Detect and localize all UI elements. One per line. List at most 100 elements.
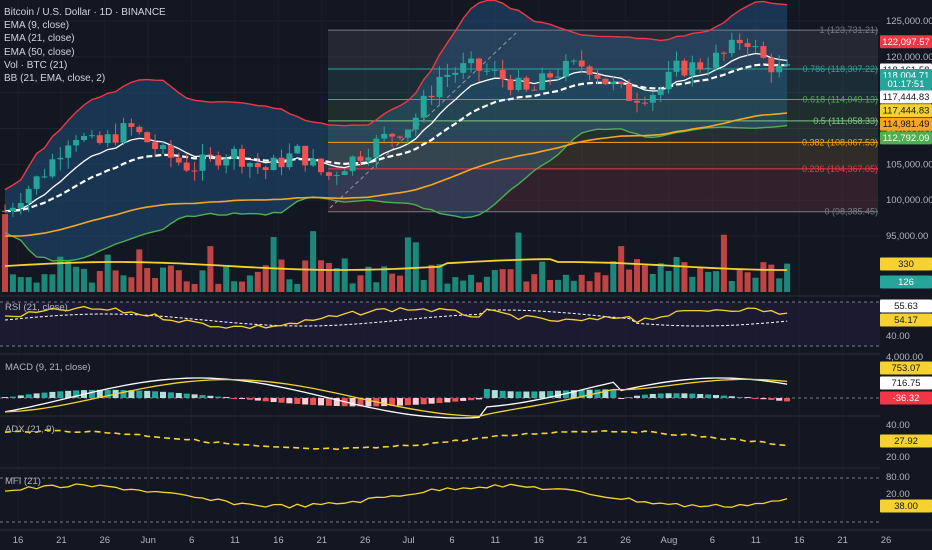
candle[interactable] <box>286 153 293 168</box>
candle[interactable] <box>689 62 696 76</box>
candle[interactable] <box>112 134 119 143</box>
price-tag[interactable] <box>880 77 932 91</box>
candle[interactable] <box>341 171 348 176</box>
candle[interactable] <box>144 132 151 143</box>
candle[interactable] <box>33 176 40 189</box>
candle[interactable] <box>373 138 380 158</box>
candle[interactable] <box>310 158 317 166</box>
candle[interactable] <box>302 145 309 166</box>
legend-ema50[interactable]: EMA (50, close) <box>4 46 75 58</box>
candle[interactable] <box>183 162 190 171</box>
macd-pane-label[interactable]: MACD (9, 21, close) <box>5 362 91 373</box>
price-tag[interactable] <box>880 117 932 131</box>
candle[interactable] <box>81 136 87 141</box>
candle[interactable] <box>752 46 759 48</box>
candle[interactable] <box>136 126 143 133</box>
adx-pane-label[interactable]: ADX (21, 9) <box>5 424 55 435</box>
candle[interactable] <box>728 39 735 54</box>
candle[interactable] <box>246 163 253 167</box>
candle[interactable] <box>17 203 24 208</box>
candle[interactable] <box>507 79 514 90</box>
candle[interactable] <box>736 39 743 44</box>
candle[interactable] <box>539 73 546 91</box>
candle[interactable] <box>476 58 482 71</box>
candle[interactable] <box>223 158 230 166</box>
candle[interactable] <box>365 157 372 161</box>
candle[interactable] <box>720 52 727 54</box>
candle[interactable] <box>705 67 712 70</box>
candle[interactable] <box>562 60 569 77</box>
candle[interactable] <box>262 167 269 171</box>
candle[interactable] <box>444 74 451 77</box>
rsi-ma-tag[interactable] <box>880 313 932 327</box>
candle[interactable] <box>626 83 633 101</box>
candle[interactable] <box>657 89 664 95</box>
candle[interactable] <box>167 145 174 158</box>
candle[interactable] <box>270 157 277 171</box>
candle[interactable] <box>673 60 680 72</box>
candle[interactable] <box>128 123 135 127</box>
candle[interactable] <box>744 43 751 47</box>
candle[interactable] <box>278 157 285 168</box>
candle[interactable] <box>594 74 601 79</box>
candle[interactable] <box>254 163 261 168</box>
candle[interactable] <box>768 57 775 73</box>
candle[interactable] <box>420 95 427 118</box>
macd-histogram-tag[interactable] <box>880 391 932 405</box>
candle[interactable] <box>523 77 530 90</box>
candle[interactable] <box>665 71 672 90</box>
adx-tag[interactable] <box>880 434 932 448</box>
candle[interactable] <box>294 145 301 154</box>
candle[interactable] <box>239 148 245 167</box>
candle[interactable] <box>175 157 182 163</box>
symbol-title[interactable]: Bitcoin / U.S. Dollar · 1D · BINANCE <box>4 7 166 18</box>
candle[interactable] <box>618 82 625 84</box>
candle[interactable] <box>397 136 403 138</box>
candle[interactable] <box>610 82 617 85</box>
candle[interactable] <box>49 159 56 177</box>
macd-tag[interactable] <box>880 376 932 390</box>
candle[interactable] <box>215 155 222 166</box>
candle[interactable] <box>499 69 506 80</box>
candle[interactable] <box>73 140 80 146</box>
candle[interactable] <box>412 117 419 130</box>
candle[interactable] <box>104 134 111 143</box>
candle[interactable] <box>483 70 490 72</box>
candle[interactable] <box>2 210 8 212</box>
legend-ema21[interactable]: EMA (21, close) <box>4 33 75 45</box>
candle[interactable] <box>578 60 585 67</box>
candle[interactable] <box>760 46 767 58</box>
candle[interactable] <box>681 60 688 76</box>
candle[interactable] <box>333 175 340 177</box>
rsi-tag[interactable] <box>880 299 932 313</box>
candle[interactable] <box>41 176 48 178</box>
candle[interactable] <box>389 133 396 137</box>
mfi-pane-label[interactable]: MFI (21) <box>5 476 41 487</box>
candle[interactable] <box>586 66 593 75</box>
legend-ema9[interactable]: EMA (9, close) <box>4 20 70 32</box>
candle[interactable] <box>160 145 166 150</box>
price-tag[interactable] <box>880 90 932 104</box>
fib-trend-line[interactable] <box>329 32 517 209</box>
candle[interactable] <box>784 64 791 66</box>
rsi-pane-label[interactable]: RSI (21, close) <box>5 302 68 313</box>
candle[interactable] <box>491 69 498 71</box>
candle[interactable] <box>9 207 16 212</box>
candle[interactable] <box>65 145 72 158</box>
candle[interactable] <box>57 157 64 160</box>
candle[interactable] <box>641 102 648 104</box>
mfi-tag[interactable] <box>880 499 932 513</box>
candle[interactable] <box>25 188 32 204</box>
candle[interactable] <box>325 172 332 176</box>
candle[interactable] <box>570 60 577 62</box>
candle[interactable] <box>318 158 324 173</box>
price-tag[interactable] <box>880 104 932 118</box>
candle[interactable] <box>468 58 475 64</box>
candle[interactable] <box>776 65 783 73</box>
candle[interactable] <box>120 123 127 143</box>
candle[interactable] <box>404 129 411 138</box>
candle[interactable] <box>452 72 459 75</box>
legend-volume[interactable]: Vol · BTC (21) <box>4 59 68 71</box>
candle[interactable] <box>96 135 103 143</box>
